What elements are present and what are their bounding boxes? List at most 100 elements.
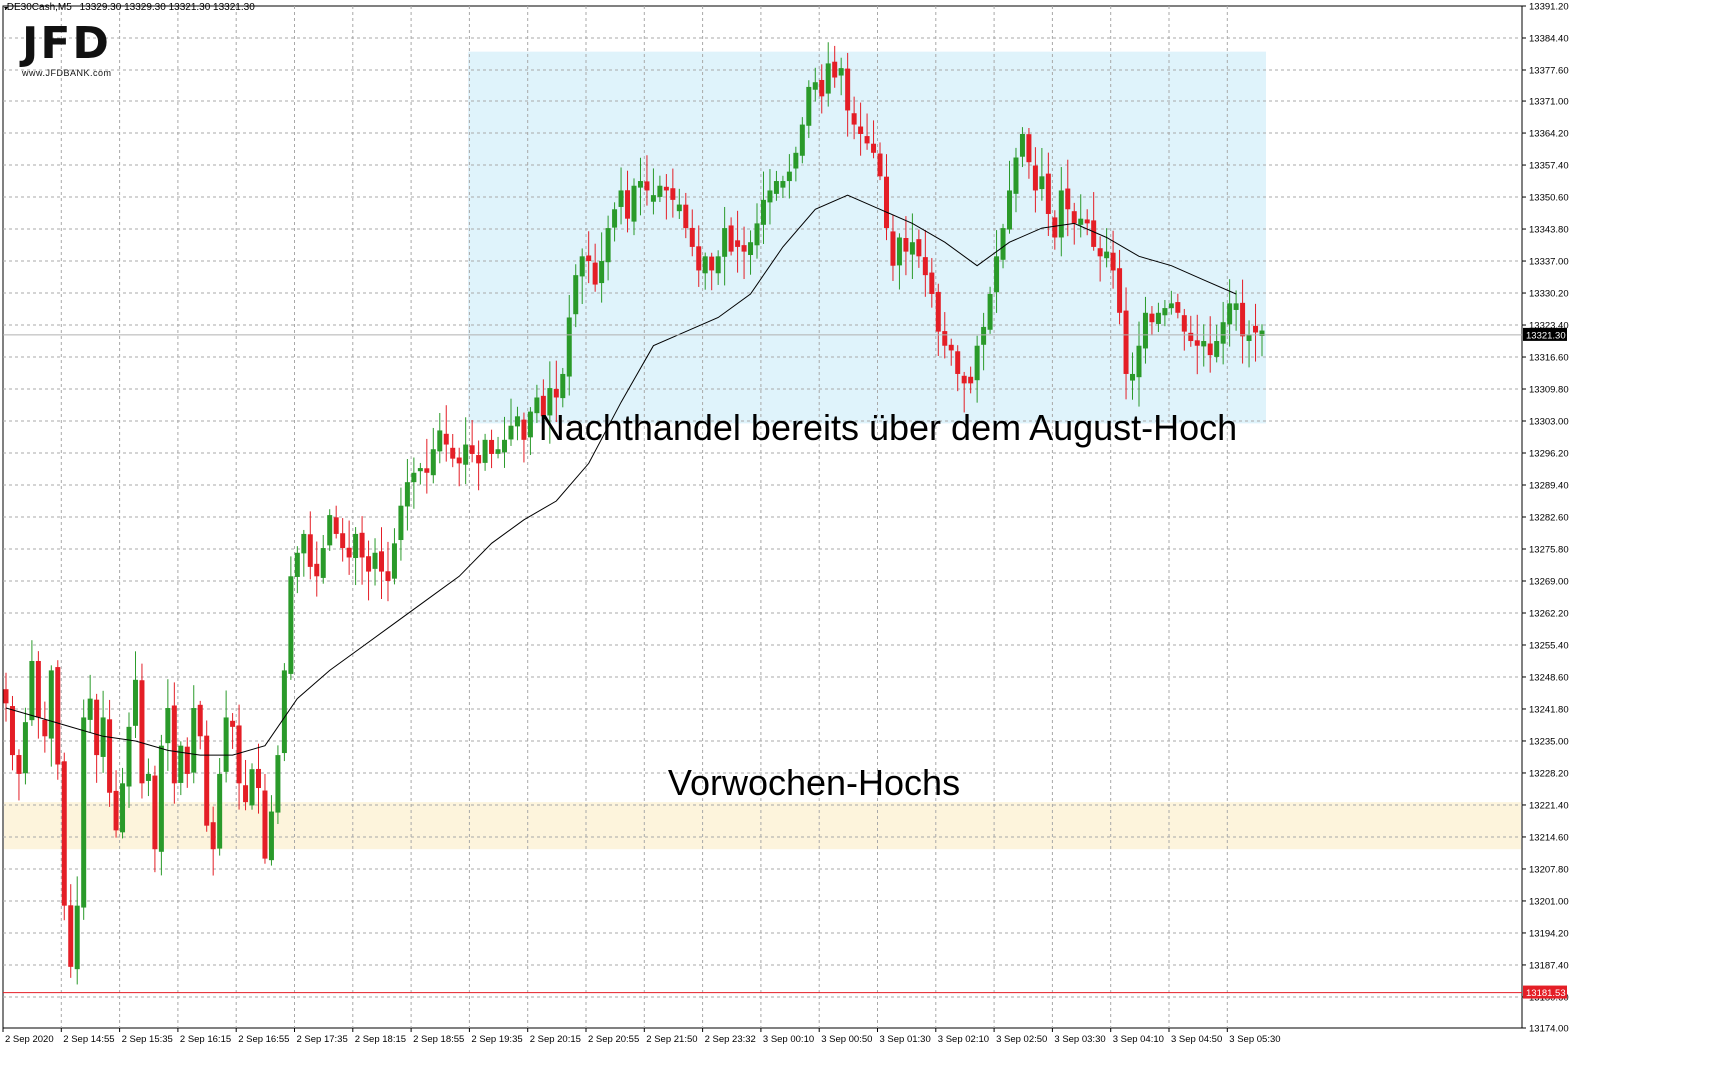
candle-body [204, 735, 210, 826]
candle-body [1207, 343, 1213, 356]
candle-body [650, 195, 656, 202]
candle-body [437, 430, 443, 452]
candle-body [1227, 303, 1233, 325]
y-tick-label: 13282.60 [1529, 513, 1569, 524]
candle-body [314, 563, 320, 577]
candle-body [929, 272, 935, 294]
candle-body [1019, 133, 1025, 157]
candle-body [670, 188, 676, 200]
candle-body [955, 351, 961, 374]
candle-body [1039, 176, 1045, 190]
x-tick-label: 2 Sep 20:15 [530, 1034, 581, 1045]
zone-prior-week-highs [4, 802, 1521, 850]
candle-body [327, 515, 333, 546]
y-tick-label: 13377.60 [1529, 65, 1569, 76]
candle-body [1078, 218, 1084, 225]
candle-body [676, 204, 682, 212]
candle-body [709, 256, 715, 271]
candle-body [1220, 322, 1226, 344]
candle-body [1240, 302, 1246, 337]
y-tick-label: 13391.20 [1529, 2, 1569, 13]
y-tick-label: 13214.60 [1529, 832, 1569, 843]
candle-body [890, 231, 896, 266]
annotation-august-high: Nachthandel bereits über dem August-Hoch [539, 407, 1237, 448]
x-tick-label: 3 Sep 05:30 [1229, 1034, 1280, 1045]
candle-body [1026, 134, 1032, 163]
candle-body [450, 447, 456, 459]
chart-ohlc: 13329.30 13329.30 13321.30 13321.30 [79, 2, 255, 13]
candle-body [120, 783, 126, 833]
candle-body [605, 228, 611, 263]
candle-body [586, 255, 592, 262]
candle-body [566, 317, 572, 377]
y-tick-label: 13269.00 [1529, 576, 1569, 587]
candle-body [132, 679, 138, 726]
candle-body [799, 124, 805, 156]
candle-body [94, 699, 100, 756]
candle-body [760, 199, 766, 225]
candle-body [741, 245, 747, 252]
candle-body [1175, 302, 1181, 313]
candle-body [281, 670, 287, 754]
candle-body [560, 373, 566, 399]
x-tick-label: 2 Sep 15:35 [122, 1034, 173, 1045]
candle-body [916, 239, 922, 257]
candle-body [145, 773, 151, 781]
chart-header: .DE30Cash,M5 13329.30 13329.30 13321.30 … [4, 2, 255, 13]
candle-body [877, 153, 883, 177]
candle-body [1013, 157, 1019, 194]
candle-body [514, 416, 520, 427]
candle-body [618, 190, 624, 207]
candle-body [417, 468, 423, 472]
candle-body [1104, 251, 1110, 259]
candle-body [825, 63, 831, 94]
x-tick-label: 3 Sep 00:10 [763, 1034, 814, 1045]
moving-average-line [5, 194, 1237, 756]
candle-body [922, 257, 928, 276]
candle-body [1032, 165, 1038, 191]
candle-body [715, 256, 721, 274]
candle-body [935, 291, 941, 332]
candle-body [1097, 248, 1103, 257]
chart-symbol: .DE30Cash,M5 [4, 2, 72, 13]
candle-body [411, 472, 417, 483]
candle-body [612, 209, 618, 228]
candle-body [152, 775, 158, 850]
candle-body [255, 768, 261, 789]
candle-body [663, 186, 669, 191]
candle-body [178, 745, 184, 783]
candle-body [126, 726, 132, 787]
candle-body [430, 449, 436, 476]
candle-body [644, 181, 650, 191]
candle-body [424, 468, 430, 473]
candle-body [527, 411, 533, 438]
candle-body [657, 185, 663, 197]
y-tick-label: 13323.40 [1529, 321, 1569, 332]
candle-body [1058, 190, 1064, 238]
y-tick-label: 13255.40 [1529, 640, 1569, 651]
candle-body [702, 256, 708, 274]
candle-body [1071, 211, 1077, 224]
candle-body [171, 705, 177, 784]
x-tick-label: 3 Sep 02:10 [938, 1034, 989, 1045]
x-tick-label: 2 Sep 19:35 [471, 1034, 522, 1045]
candle-body [9, 706, 15, 756]
candle-body [508, 425, 514, 440]
candle-body [268, 811, 274, 861]
candle-body [573, 275, 579, 315]
candle-body [230, 720, 236, 727]
candle-body [1091, 220, 1097, 247]
candle-body [359, 532, 365, 558]
y-tick-label: 13357.40 [1529, 161, 1569, 172]
candle-body [592, 262, 598, 285]
candle-body [1123, 310, 1129, 374]
x-tick-label: 2 Sep 2020 [5, 1034, 54, 1045]
candle-body [482, 439, 488, 463]
candle-body [974, 345, 980, 381]
candle-body [909, 242, 915, 255]
candle-body [346, 547, 352, 558]
x-tick-label: 2 Sep 21:50 [646, 1034, 697, 1045]
candle-body [994, 256, 1000, 293]
candle-body [625, 190, 631, 219]
